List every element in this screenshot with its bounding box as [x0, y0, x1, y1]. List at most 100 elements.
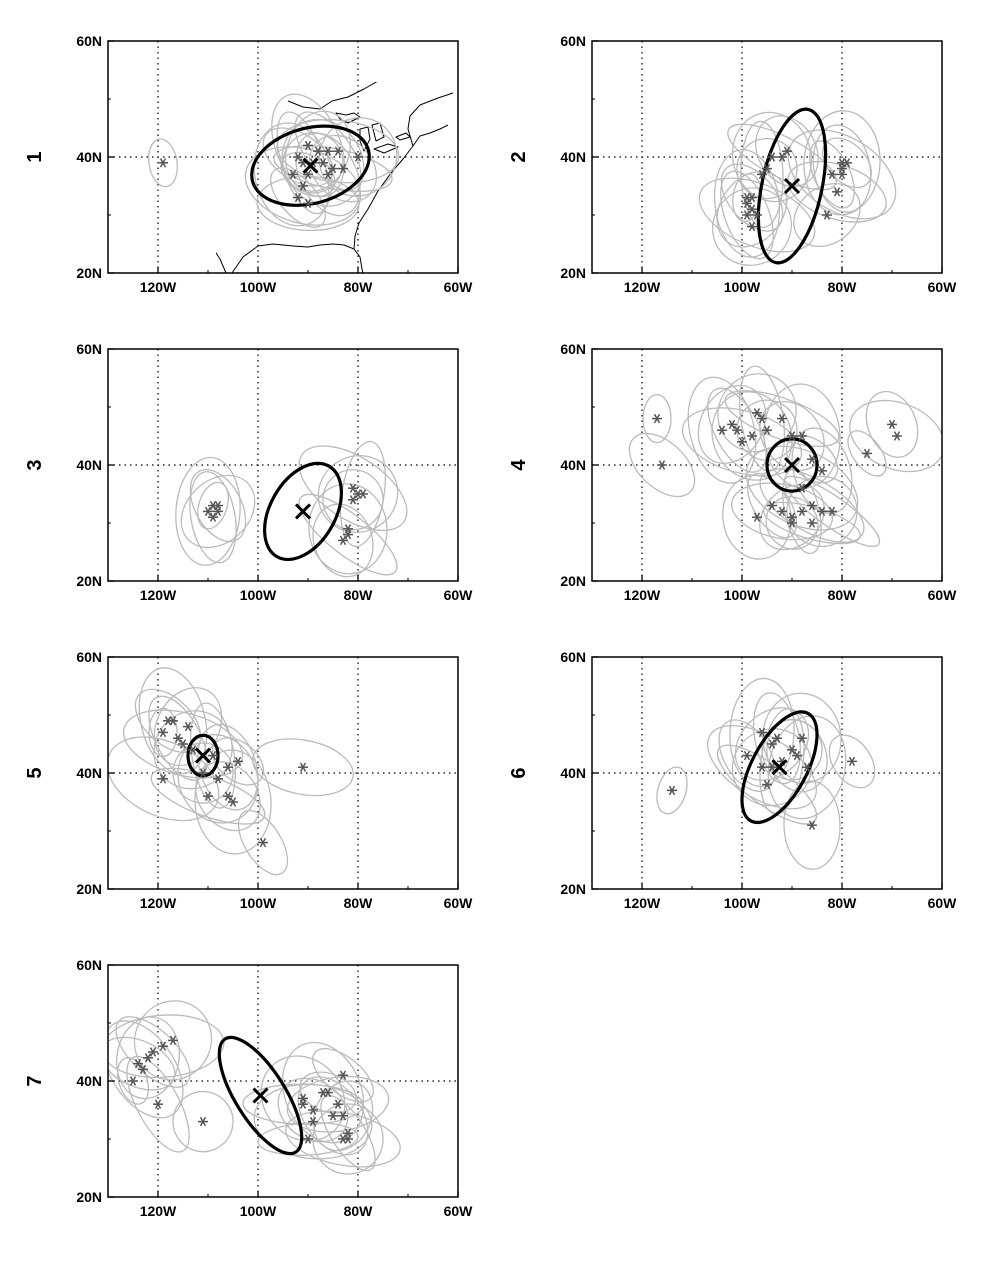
mean-ellipse: [217, 1035, 304, 1156]
member-center-star: [657, 460, 667, 470]
member-center-star: [143, 1053, 153, 1063]
member-center-star: [198, 1116, 208, 1127]
member-ellipse: [722, 474, 792, 560]
member-ellipse: [698, 177, 816, 253]
panel-number-label: 1: [24, 151, 46, 162]
member-center-star: [747, 204, 757, 214]
member-center-star: [323, 1087, 333, 1098]
member-center-star: [762, 163, 772, 174]
member-center-star: [752, 408, 762, 418]
member-center-star: [208, 512, 218, 522]
member-center-star: [343, 529, 353, 540]
member-ellipse: [312, 1103, 384, 1175]
member-ellipse: [727, 123, 837, 191]
member-center-star: [223, 791, 233, 801]
panel-number-label: 6: [508, 767, 530, 778]
member-center-star: [752, 210, 762, 220]
mean-center-marker: [194, 747, 212, 764]
member-center-star: [847, 756, 857, 767]
member-center-star: [348, 483, 358, 493]
member-ellipse: [126, 1055, 190, 1153]
member-ellipse: [865, 390, 919, 458]
member-ellipse: [180, 474, 256, 549]
member-ellipse: [812, 124, 872, 213]
member-ellipse: [731, 482, 833, 541]
member-center-star: [353, 152, 363, 162]
member-ellipse: [739, 365, 785, 472]
x-tick-label: 60W: [444, 895, 474, 911]
x-tick-label: 100W: [724, 587, 761, 603]
member-center-star: [742, 750, 752, 761]
member-ellipse: [175, 456, 241, 566]
member-center-star: [173, 733, 183, 743]
mean-ellipse: [250, 124, 371, 207]
member-center-star: [837, 169, 847, 180]
member-ellipse: [308, 134, 378, 203]
member-ellipse: [172, 1090, 234, 1153]
member-center-star: [862, 448, 872, 459]
member-center-star: [133, 1058, 143, 1069]
member-center-star: [732, 425, 742, 435]
member-center-star: [308, 1116, 318, 1127]
member-center-star: [792, 750, 802, 761]
member-center-star: [208, 750, 218, 761]
member-ellipse: [783, 475, 881, 547]
y-tick-label: 20N: [76, 265, 102, 281]
x-tick-label: 60W: [928, 279, 958, 295]
member-ellipse: [252, 738, 354, 797]
x-tick-label: 60W: [928, 895, 958, 911]
member-center-star: [842, 158, 852, 168]
member-center-star: [338, 1070, 348, 1080]
member-ellipse: [108, 736, 220, 822]
member-center-star: [747, 221, 757, 232]
x-tick-label: 120W: [140, 587, 177, 603]
x-tick-label: 100W: [240, 587, 277, 603]
member-ellipse: [783, 780, 841, 870]
member-center-star: [213, 774, 223, 784]
member-center-star: [303, 140, 313, 151]
member-center-star: [727, 419, 737, 430]
member-center-star: [777, 152, 787, 162]
member-center-star: [807, 518, 817, 528]
member-ellipse: [122, 709, 244, 779]
panel-number-label: 5: [24, 767, 46, 778]
y-tick-label: 20N: [76, 881, 102, 897]
member-center-star: [892, 431, 902, 441]
member-center-star: [762, 779, 772, 790]
y-tick-label: 40N: [76, 149, 102, 165]
member-ellipse: [189, 469, 247, 543]
member-center-star: [742, 198, 752, 209]
member-center-star: [158, 774, 168, 784]
member-ellipse: [766, 718, 828, 793]
member-center-star: [807, 500, 817, 511]
member-ellipse: [828, 734, 876, 789]
member-ellipse: [763, 501, 861, 545]
member-center-star: [797, 483, 807, 493]
member-center-star: [203, 506, 213, 517]
member-ellipse: [711, 187, 793, 266]
x-tick-label: 60W: [444, 279, 474, 295]
member-center-star: [153, 1099, 163, 1109]
member-ellipse: [253, 1083, 373, 1160]
member-ellipse: [312, 1080, 374, 1152]
member-ellipse: [322, 469, 384, 531]
member-center-star: [752, 512, 762, 522]
member-center-star: [128, 1076, 138, 1086]
mean-ellipse: [263, 461, 343, 562]
member-center-star: [737, 437, 747, 447]
member-center-star: [288, 169, 298, 180]
x-tick-label: 80W: [828, 587, 858, 603]
y-tick-label: 20N: [560, 573, 586, 589]
member-center-star: [787, 431, 797, 441]
member-center-star: [148, 1047, 158, 1057]
y-tick-label: 40N: [76, 457, 102, 473]
member-ellipse: [755, 115, 819, 188]
member-ellipse: [847, 430, 887, 477]
member-center-star: [293, 152, 303, 162]
map-panel-4: 120W 100W 80W 60W 20N 40N 60N 4: [508, 341, 957, 603]
member-center-star: [747, 192, 757, 203]
member-center-star: [338, 535, 348, 546]
member-center-star: [198, 768, 208, 778]
member-center-star: [747, 431, 757, 441]
x-tick-label: 60W: [444, 1203, 474, 1219]
